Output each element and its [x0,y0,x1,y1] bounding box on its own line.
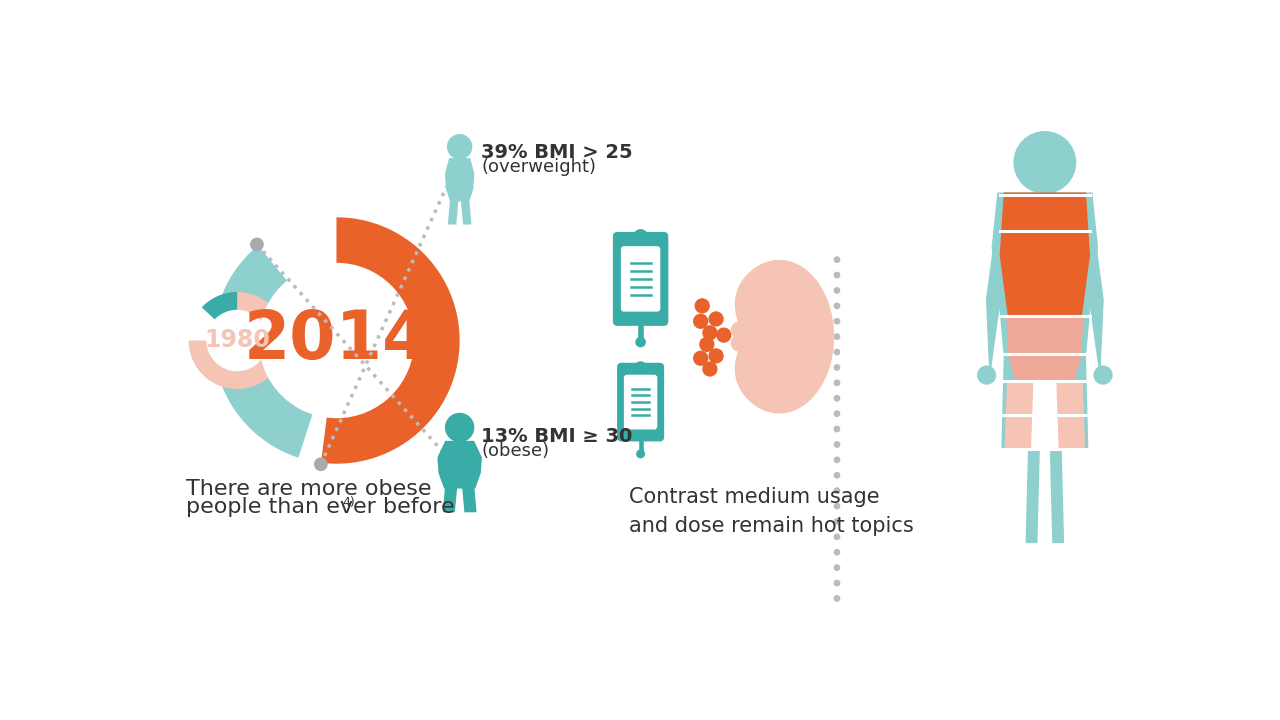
Polygon shape [735,260,835,413]
Circle shape [694,315,708,328]
Circle shape [835,380,840,385]
Circle shape [835,595,840,601]
Circle shape [700,338,714,351]
Polygon shape [445,159,474,201]
FancyBboxPatch shape [621,246,660,312]
Circle shape [835,549,840,555]
Circle shape [835,272,840,278]
Circle shape [835,518,840,524]
Polygon shape [637,367,643,376]
Circle shape [835,534,840,539]
Polygon shape [1051,449,1064,542]
Circle shape [445,413,474,441]
Polygon shape [1027,449,1039,542]
Circle shape [835,580,840,586]
Circle shape [251,238,264,251]
Circle shape [835,365,840,370]
Circle shape [694,351,708,365]
Circle shape [732,322,748,338]
Polygon shape [1034,180,1056,193]
Circle shape [835,395,840,401]
Text: 2014: 2014 [243,307,429,374]
Circle shape [1094,366,1112,384]
Polygon shape [463,488,476,512]
Text: 4): 4) [343,496,356,509]
Polygon shape [992,193,1097,356]
Circle shape [703,326,717,340]
Circle shape [835,349,840,355]
Polygon shape [202,292,237,320]
Polygon shape [462,201,471,224]
Polygon shape [637,237,644,246]
Polygon shape [1088,215,1103,373]
Circle shape [637,450,644,458]
Circle shape [835,303,840,309]
Polygon shape [1005,381,1033,449]
Text: 1980: 1980 [205,328,270,353]
Circle shape [835,257,840,262]
Circle shape [315,458,326,470]
Polygon shape [321,217,460,464]
Text: 13% BMI ≥ 30: 13% BMI ≥ 30 [481,427,632,446]
Circle shape [1014,132,1075,193]
Circle shape [835,472,840,478]
Circle shape [732,335,748,351]
Polygon shape [987,215,1001,373]
Polygon shape [448,201,458,224]
Circle shape [835,334,840,339]
Polygon shape [443,488,457,512]
Circle shape [709,349,723,363]
Circle shape [835,503,840,509]
Circle shape [835,488,840,493]
FancyBboxPatch shape [613,232,668,326]
Circle shape [636,338,645,346]
Circle shape [835,426,840,432]
Polygon shape [1057,381,1084,449]
Polygon shape [188,292,285,389]
Circle shape [978,366,996,384]
Text: There are more obese: There are more obese [187,479,431,499]
Polygon shape [1007,316,1083,381]
Text: (obese): (obese) [481,442,549,460]
Polygon shape [1057,356,1088,449]
Circle shape [835,457,840,462]
Polygon shape [214,246,312,458]
Text: Contrast medium usage
and dose remain hot topics: Contrast medium usage and dose remain ho… [628,487,914,536]
Circle shape [448,135,471,159]
Circle shape [709,312,723,326]
FancyBboxPatch shape [617,363,664,441]
Text: people than ever before: people than ever before [187,497,454,517]
Circle shape [703,362,717,376]
Polygon shape [1002,356,1032,449]
Circle shape [835,565,840,570]
Text: (overweight): (overweight) [481,158,596,176]
Polygon shape [1001,193,1089,316]
Polygon shape [438,441,481,488]
Circle shape [717,328,731,342]
Circle shape [835,442,840,447]
Circle shape [835,318,840,324]
Circle shape [207,310,268,371]
Circle shape [260,264,413,418]
Circle shape [835,288,840,293]
Text: 39% BMI > 25: 39% BMI > 25 [481,143,632,162]
Circle shape [695,299,709,312]
Circle shape [835,411,840,416]
FancyBboxPatch shape [623,374,658,430]
